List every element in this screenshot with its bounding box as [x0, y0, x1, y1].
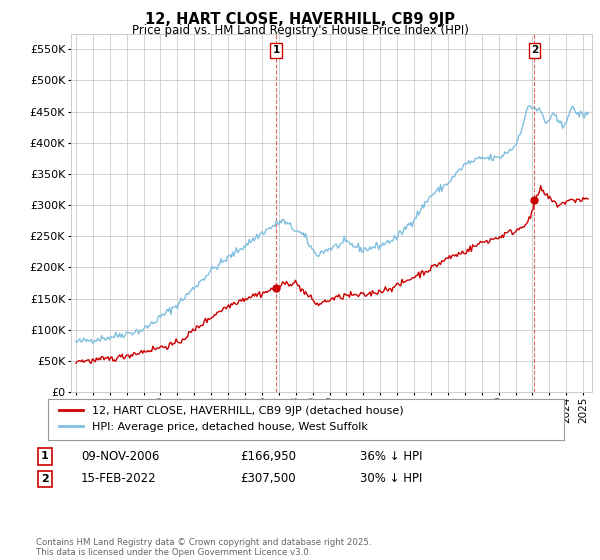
Text: 2: 2 — [531, 45, 538, 55]
Text: 12, HART CLOSE, HAVERHILL, CB9 9JP: 12, HART CLOSE, HAVERHILL, CB9 9JP — [145, 12, 455, 27]
Text: 1: 1 — [41, 451, 49, 461]
Legend: 12, HART CLOSE, HAVERHILL, CB9 9JP (detached house), HPI: Average price, detache: 12, HART CLOSE, HAVERHILL, CB9 9JP (deta… — [59, 406, 404, 432]
Text: Contains HM Land Registry data © Crown copyright and database right 2025.
This d: Contains HM Land Registry data © Crown c… — [36, 538, 371, 557]
Text: 30% ↓ HPI: 30% ↓ HPI — [360, 472, 422, 486]
Text: £307,500: £307,500 — [240, 472, 296, 486]
Text: 09-NOV-2006: 09-NOV-2006 — [81, 450, 160, 463]
Text: 1: 1 — [273, 45, 280, 55]
Text: 15-FEB-2022: 15-FEB-2022 — [81, 472, 157, 486]
Text: Price paid vs. HM Land Registry's House Price Index (HPI): Price paid vs. HM Land Registry's House … — [131, 24, 469, 36]
Text: 2: 2 — [41, 474, 49, 484]
Text: 36% ↓ HPI: 36% ↓ HPI — [360, 450, 422, 463]
Text: £166,950: £166,950 — [240, 450, 296, 463]
